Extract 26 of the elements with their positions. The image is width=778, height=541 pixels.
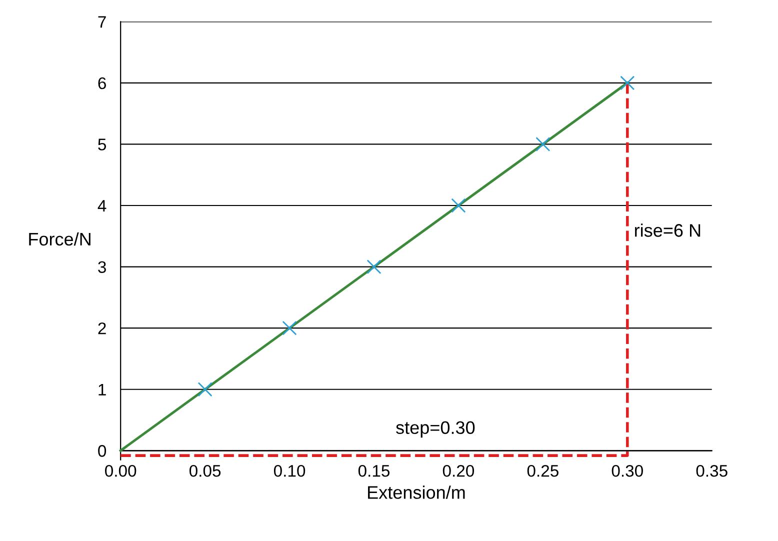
- point: [451, 198, 466, 213]
- y-tick-label: 0: [98, 445, 106, 457]
- y-tick-label: 5: [98, 138, 106, 150]
- annotation: rise=6 N: [635, 224, 700, 237]
- x-tick-label: 0.30: [612, 464, 643, 477]
- x-tick-label: 0.10: [274, 464, 306, 477]
- x-axis-title: Extension/m: [368, 486, 465, 499]
- point: [536, 136, 550, 152]
- y-tick-label: 2: [98, 322, 106, 334]
- x-tick-label: 0.00: [105, 464, 136, 477]
- y-tick-label: 3: [98, 261, 106, 273]
- point: [282, 320, 297, 336]
- y-tick-label: 4: [98, 200, 106, 212]
- y-tick-label: 6: [98, 77, 106, 90]
- x-tick-label: 0.20: [442, 464, 474, 477]
- x-tick-label: 0.25: [527, 464, 558, 477]
- x-tick-label: 0.35: [696, 464, 728, 477]
- y-axis-title: Force/N: [29, 232, 90, 246]
- y-tick-label: 7: [98, 16, 106, 28]
- x-tick-label: 0.05: [189, 464, 221, 477]
- point: [620, 76, 635, 90]
- x-tick-label: 0.15: [358, 464, 390, 477]
- annotation: step=0.30: [396, 421, 475, 438]
- point: [366, 260, 382, 274]
- point: [198, 382, 212, 397]
- y-tick-label: 1: [98, 384, 106, 396]
